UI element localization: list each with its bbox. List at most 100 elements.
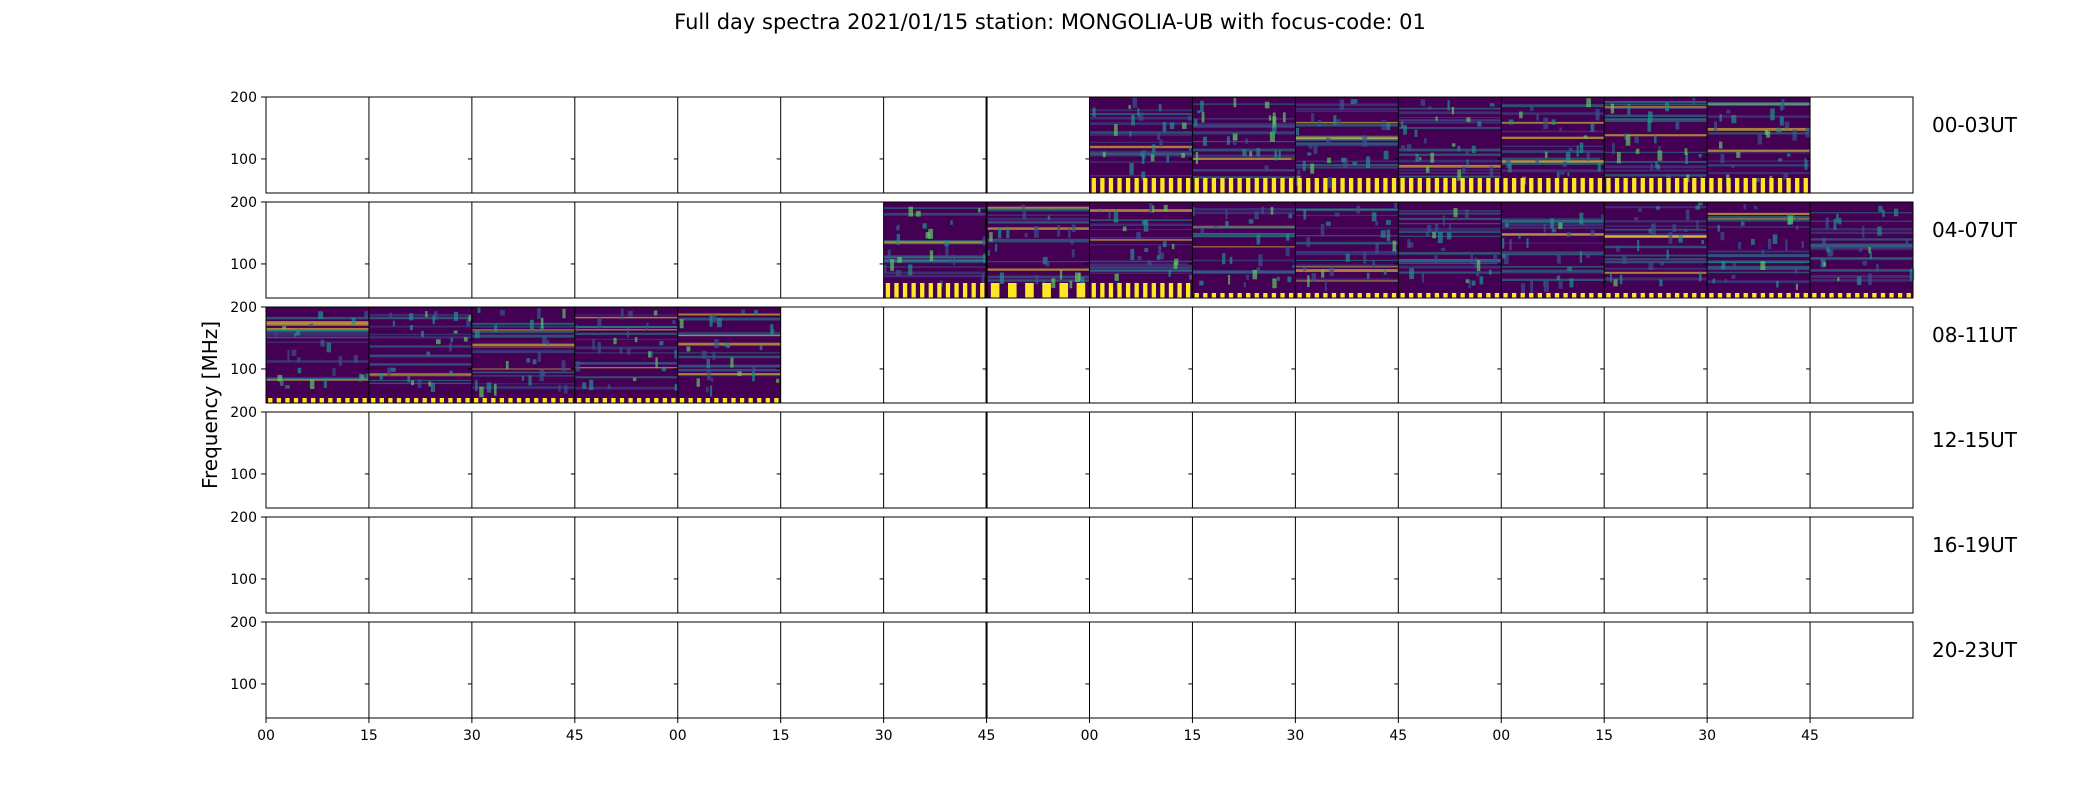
spectrogram-speckle [1909, 273, 1913, 281]
calibration-stripe [1460, 178, 1465, 193]
spectrogram-band [574, 326, 678, 329]
calibration-stripe [1348, 178, 1354, 193]
calibration-stripe [268, 398, 273, 403]
spectrogram-band [266, 327, 369, 331]
spectrogram-speckle [1282, 112, 1286, 123]
spectrogram-speckle [1128, 104, 1131, 110]
spectrogram-speckle [1415, 153, 1419, 162]
spectrogram-background [1089, 202, 1193, 298]
y-tick-label: 100 [230, 467, 257, 483]
calibration-stripe [1409, 293, 1414, 298]
calibration-stripe [1889, 293, 1894, 298]
spectrogram-speckle [674, 349, 677, 359]
spectrogram-speckle [1080, 276, 1085, 286]
spectrogram-band [1707, 149, 1811, 152]
calibration-stripe [1494, 178, 1500, 193]
spectrogram-speckle [1878, 205, 1883, 212]
spectrogram-band [1089, 272, 1193, 274]
spectrogram-speckle [1336, 119, 1341, 126]
spectrogram-speckle [500, 309, 505, 316]
spectrogram-band [1089, 174, 1193, 177]
spectrogram-speckle [752, 366, 756, 375]
row-00-03UT: 100 200 00-03UT [230, 90, 2018, 194]
calibration-stripe [1323, 178, 1328, 193]
spectrogram-speckle [1462, 166, 1466, 175]
spectrogram-speckle [1274, 150, 1278, 161]
spectrogram-speckle [1625, 134, 1631, 146]
calibration-stripe [1374, 178, 1380, 193]
calibration-stripe [1177, 178, 1182, 193]
spectrogram-speckle [1131, 114, 1135, 126]
spectrogram-speckle [1213, 225, 1218, 229]
spectrogram-speckle [1760, 261, 1766, 271]
spectrogram-speckle [494, 324, 498, 333]
spectrogram-block [1295, 97, 1399, 193]
spectrogram-speckle [1158, 246, 1162, 256]
calibration-stripe [1469, 293, 1474, 298]
calibration-stripe [945, 283, 951, 298]
calibration-stripe [654, 398, 659, 403]
spectrogram-band [1089, 223, 1193, 227]
calibration-stripe [328, 398, 333, 403]
x-axis-ticks: 00 15 30 45 00 15 30 45 00 15 30 45 00 15 30 45 [257, 718, 1819, 744]
calibration-stripe [1306, 293, 1311, 298]
spectrogram-speckle [1258, 254, 1263, 267]
spectrogram-band [574, 314, 678, 316]
spectrogram-speckle [1363, 251, 1367, 264]
spectrogram-speckle [706, 358, 710, 369]
calibration-stripe [1143, 178, 1148, 193]
calibration-stripe [1597, 293, 1603, 298]
x-tick-label: 30 [463, 728, 481, 744]
y-tick-label: 100 [230, 362, 257, 378]
calibration-stripe [1872, 293, 1877, 298]
spectrogram-speckle [1766, 131, 1771, 138]
spectrogram-speckle [1648, 262, 1654, 270]
calibration-stripe [1537, 178, 1542, 193]
spectrogram-speckle [1366, 156, 1371, 169]
calibration-stripe [1288, 293, 1294, 298]
calibration-stripe [559, 398, 565, 403]
spectrogram-band [1707, 250, 1811, 253]
spectrogram-speckle [1905, 239, 1909, 246]
calibration-stripe [1357, 178, 1362, 193]
spectrogram-speckle [716, 317, 722, 328]
calibration-stripe [1640, 293, 1645, 298]
spectrogram-band [1707, 226, 1811, 228]
spectrogram-speckle [944, 240, 950, 247]
spectrogram-speckle [1518, 235, 1521, 239]
spectrogram-speckle [908, 206, 914, 217]
calibration-stripe [1409, 178, 1414, 193]
spectrogram-band [1604, 103, 1708, 106]
calibration-stripe [1752, 293, 1757, 298]
calibration-stripe [1220, 178, 1225, 193]
calibration-stripe [1434, 293, 1440, 298]
spectrogram-speckle [1269, 131, 1275, 142]
calibration-stripe [1263, 293, 1268, 298]
spectrogram-speckle [1114, 124, 1118, 136]
spectrogram-speckle [1432, 231, 1437, 239]
spectrogram-band [1501, 278, 1605, 282]
spectrogram-band [574, 338, 678, 340]
spectrogram-background [1295, 202, 1399, 298]
calibration-stripe [705, 398, 710, 403]
spectrogram-band [677, 364, 781, 367]
spectrogram-speckle [1504, 223, 1509, 228]
calibration-stripe [602, 398, 607, 403]
spectrogram-speckle [1586, 151, 1590, 161]
calibration-stripe [1777, 178, 1783, 193]
calibration-stripe [396, 398, 402, 403]
spectrogram-speckle [1560, 171, 1565, 175]
spectrogram-speckle [540, 317, 544, 328]
spectrogram-speckle [1197, 110, 1201, 114]
calibration-stripe [1606, 293, 1611, 298]
spectrogram-speckle [449, 370, 453, 376]
calibration-stripe [990, 283, 1000, 298]
spectrogram-speckle [1862, 225, 1865, 238]
spectrogram-speckle [1684, 148, 1688, 155]
calibration-stripe [1820, 293, 1826, 298]
spectrogram-speckle [1648, 228, 1652, 234]
spectrogram-band [1501, 266, 1605, 268]
spectrogram-speckle [365, 373, 370, 380]
spectrogram-speckle [928, 228, 934, 239]
spectrogram-band [1398, 265, 1502, 269]
